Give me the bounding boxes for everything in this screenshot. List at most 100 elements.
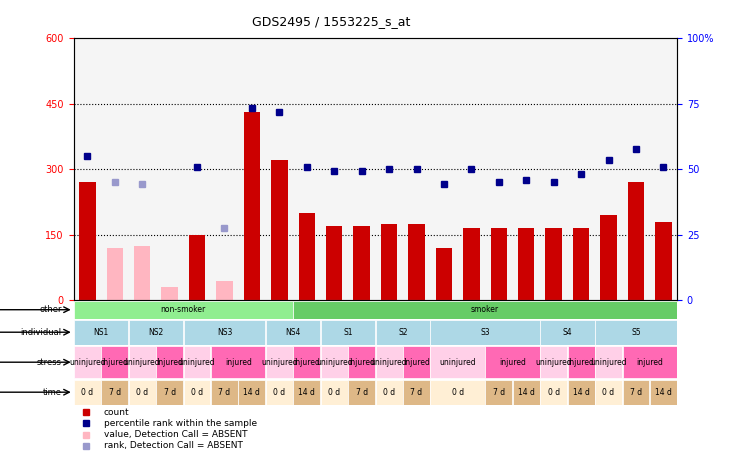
FancyBboxPatch shape bbox=[595, 319, 677, 345]
Bar bbox=[79, 182, 96, 301]
FancyBboxPatch shape bbox=[129, 319, 183, 345]
FancyBboxPatch shape bbox=[623, 346, 677, 378]
Text: uninjured: uninjured bbox=[179, 358, 216, 367]
FancyBboxPatch shape bbox=[156, 380, 183, 405]
Text: 7 d: 7 d bbox=[630, 388, 642, 397]
FancyBboxPatch shape bbox=[183, 380, 210, 405]
FancyBboxPatch shape bbox=[595, 346, 622, 378]
FancyBboxPatch shape bbox=[266, 319, 320, 345]
FancyBboxPatch shape bbox=[623, 380, 649, 405]
Bar bbox=[601, 215, 617, 301]
FancyBboxPatch shape bbox=[485, 346, 539, 378]
FancyBboxPatch shape bbox=[294, 301, 677, 319]
FancyBboxPatch shape bbox=[403, 346, 430, 378]
Text: uninjured: uninjured bbox=[316, 358, 353, 367]
Bar bbox=[628, 182, 644, 301]
Bar bbox=[463, 228, 480, 301]
Bar bbox=[381, 224, 397, 301]
Text: other: other bbox=[39, 305, 62, 314]
Text: 7 d: 7 d bbox=[411, 388, 422, 397]
Text: NS3: NS3 bbox=[217, 328, 232, 337]
FancyBboxPatch shape bbox=[431, 346, 485, 378]
FancyBboxPatch shape bbox=[74, 346, 101, 378]
FancyBboxPatch shape bbox=[183, 319, 266, 345]
Text: NS4: NS4 bbox=[286, 328, 301, 337]
Text: injured: injured bbox=[102, 358, 128, 367]
Bar bbox=[189, 235, 205, 301]
Text: uninjured: uninjured bbox=[261, 358, 297, 367]
Text: GDS2495 / 1553225_s_at: GDS2495 / 1553225_s_at bbox=[252, 16, 411, 28]
Bar bbox=[271, 160, 288, 301]
Text: individual: individual bbox=[21, 328, 62, 337]
Text: S4: S4 bbox=[562, 328, 572, 337]
Text: injured: injured bbox=[224, 358, 252, 367]
Text: 0 d: 0 d bbox=[81, 388, 93, 397]
Text: NS2: NS2 bbox=[148, 328, 163, 337]
Bar bbox=[545, 228, 562, 301]
Text: 0 d: 0 d bbox=[603, 388, 615, 397]
Bar bbox=[573, 228, 590, 301]
FancyBboxPatch shape bbox=[183, 346, 210, 378]
FancyBboxPatch shape bbox=[348, 380, 375, 405]
Bar bbox=[326, 226, 342, 301]
Text: 14 d: 14 d bbox=[298, 388, 315, 397]
Text: stress: stress bbox=[37, 358, 62, 367]
Text: S1: S1 bbox=[343, 328, 353, 337]
Text: 7 d: 7 d bbox=[109, 388, 121, 397]
Bar bbox=[216, 281, 233, 301]
Text: time: time bbox=[43, 388, 62, 397]
Text: smoker: smoker bbox=[471, 305, 499, 314]
Bar bbox=[353, 226, 370, 301]
FancyBboxPatch shape bbox=[431, 319, 539, 345]
FancyBboxPatch shape bbox=[294, 346, 320, 378]
Bar bbox=[107, 248, 123, 301]
Text: 0 d: 0 d bbox=[548, 388, 560, 397]
FancyBboxPatch shape bbox=[348, 346, 375, 378]
Text: injured: injured bbox=[499, 358, 526, 367]
FancyBboxPatch shape bbox=[485, 380, 512, 405]
Text: uninjured: uninjured bbox=[590, 358, 627, 367]
FancyBboxPatch shape bbox=[595, 380, 622, 405]
Text: injured: injured bbox=[348, 358, 375, 367]
Text: 0 d: 0 d bbox=[452, 388, 464, 397]
FancyBboxPatch shape bbox=[403, 380, 430, 405]
FancyBboxPatch shape bbox=[74, 301, 293, 319]
FancyBboxPatch shape bbox=[266, 346, 293, 378]
Text: rank, Detection Call = ABSENT: rank, Detection Call = ABSENT bbox=[104, 441, 243, 450]
FancyBboxPatch shape bbox=[321, 319, 375, 345]
Text: injured: injured bbox=[156, 358, 183, 367]
Text: injured: injured bbox=[567, 358, 595, 367]
FancyBboxPatch shape bbox=[238, 380, 266, 405]
Bar bbox=[518, 228, 534, 301]
Text: 0 d: 0 d bbox=[191, 388, 203, 397]
Bar bbox=[655, 222, 672, 301]
FancyBboxPatch shape bbox=[74, 319, 128, 345]
FancyBboxPatch shape bbox=[431, 380, 485, 405]
Text: count: count bbox=[104, 408, 130, 417]
FancyBboxPatch shape bbox=[211, 380, 238, 405]
Text: percentile rank within the sample: percentile rank within the sample bbox=[104, 419, 257, 428]
Text: 14 d: 14 d bbox=[244, 388, 261, 397]
Text: value, Detection Call = ABSENT: value, Detection Call = ABSENT bbox=[104, 430, 247, 439]
FancyBboxPatch shape bbox=[74, 380, 101, 405]
Text: injured: injured bbox=[403, 358, 430, 367]
Text: 14 d: 14 d bbox=[573, 388, 590, 397]
FancyBboxPatch shape bbox=[102, 346, 128, 378]
Text: 14 d: 14 d bbox=[518, 388, 534, 397]
FancyBboxPatch shape bbox=[156, 346, 183, 378]
FancyBboxPatch shape bbox=[567, 380, 595, 405]
Text: injured: injured bbox=[636, 358, 663, 367]
FancyBboxPatch shape bbox=[567, 346, 595, 378]
FancyBboxPatch shape bbox=[129, 380, 155, 405]
Text: S2: S2 bbox=[398, 328, 408, 337]
FancyBboxPatch shape bbox=[375, 346, 403, 378]
Text: 7 d: 7 d bbox=[355, 388, 368, 397]
FancyBboxPatch shape bbox=[540, 346, 567, 378]
Text: 7 d: 7 d bbox=[492, 388, 505, 397]
Text: uninjured: uninjured bbox=[535, 358, 572, 367]
Text: S5: S5 bbox=[631, 328, 641, 337]
Text: 7 d: 7 d bbox=[219, 388, 230, 397]
FancyBboxPatch shape bbox=[513, 380, 539, 405]
FancyBboxPatch shape bbox=[540, 319, 595, 345]
Text: 0 d: 0 d bbox=[136, 388, 148, 397]
